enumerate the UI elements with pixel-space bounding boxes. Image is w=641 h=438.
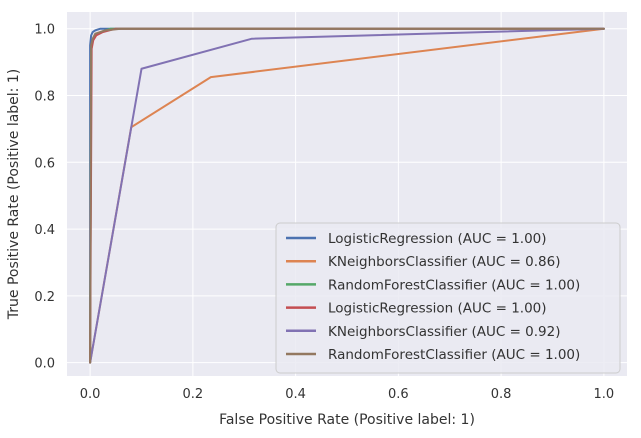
- y-tick-label: 0.0: [34, 357, 55, 372]
- legend-label: LogisticRegression (AUC = 1.00): [328, 301, 547, 317]
- grid: [67, 12, 627, 376]
- x-tick-label: 0.2: [183, 387, 204, 402]
- y-axis-label: True Positive Rate (Positive label: 1): [6, 69, 22, 320]
- y-tick-label: 1.0: [34, 23, 55, 38]
- x-tick-label: 0.0: [80, 387, 101, 402]
- y-tick-label: 0.2: [34, 290, 55, 305]
- y-tick-label: 0.6: [34, 156, 55, 171]
- legend-box: [275, 222, 621, 374]
- x-axis-label: False Positive Rate (Positive label: 1): [219, 412, 475, 428]
- legend: LogisticRegression (AUC = 1.00) KNeighbor…: [275, 222, 621, 374]
- legend-label: KNeighborsClassifier (AUC = 0.92): [328, 324, 561, 340]
- series-line-6: [89, 27, 605, 364]
- y-tick-label: 0.4: [34, 223, 55, 238]
- legend-label: RandomForestClassifier (AUC = 1.00): [328, 347, 580, 363]
- legend-label: LogisticRegression (AUC = 1.00): [328, 231, 547, 247]
- series-line-5: [89, 27, 605, 364]
- legend-label: RandomForestClassifier (AUC = 1.00): [328, 277, 580, 293]
- x-tick-label: 1.0: [594, 387, 615, 402]
- x-tick-label: 0.6: [388, 387, 409, 402]
- x-tick-label: 0.4: [285, 387, 306, 402]
- series-line-1: [89, 27, 605, 364]
- tick-labels: 0.0 0.2 0.4 0.6 0.8 1.0 0.0 0.2 0.4 0.6 0.8 1.0: [34, 23, 614, 402]
- y-tick-label: 0.8: [34, 89, 55, 104]
- x-tick-label: 0.8: [491, 387, 512, 402]
- legend-label: KNeighborsClassifier (AUC = 0.86): [328, 254, 561, 270]
- series-layer: [89, 27, 605, 364]
